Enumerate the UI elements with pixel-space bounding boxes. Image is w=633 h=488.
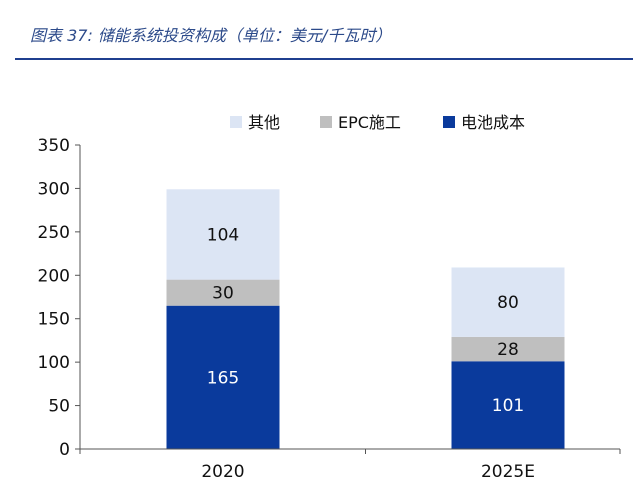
bar-segment <box>166 189 280 280</box>
legend-swatch <box>320 116 332 128</box>
data-label: 104 <box>207 225 239 245</box>
legend-swatch <box>443 116 455 128</box>
figure-title: 图表 37: 储能系统投资构成（单位：美元/千瓦时） <box>30 26 392 45</box>
data-label: 80 <box>497 293 519 313</box>
data-label: 28 <box>497 340 519 360</box>
chart-legend: 其他 EPC施工 电池成本 <box>230 113 525 132</box>
bar-segment <box>166 305 280 449</box>
y-tick-label: 300 <box>38 179 70 199</box>
bar-segment <box>451 361 565 449</box>
y-tick-label: 200 <box>38 266 70 286</box>
x-category-label: 2020 <box>201 462 244 482</box>
legend-label: 电池成本 <box>461 113 525 132</box>
bars-group: 165 30 104 101 28 80 <box>166 189 565 449</box>
y-tick-label: 350 <box>38 136 70 156</box>
bar-segment <box>166 279 280 306</box>
y-axis: 0 50 100 150 200 250 300 350 <box>38 136 81 460</box>
legend-label: 其他 <box>248 113 280 132</box>
y-tick-label: 0 <box>59 440 70 460</box>
y-tick-label: 250 <box>38 223 70 243</box>
y-tick-label: 50 <box>48 397 70 417</box>
bar-segment <box>451 336 565 362</box>
y-tick-label: 100 <box>38 353 70 373</box>
legend-label: EPC施工 <box>338 113 401 132</box>
data-label: 101 <box>492 396 524 416</box>
title-divider <box>15 58 633 60</box>
bar-segment <box>451 267 565 337</box>
data-label: 30 <box>212 284 234 304</box>
x-axis: 2020 2025E <box>79 448 621 482</box>
x-category-label: 2025E <box>481 462 535 482</box>
y-tick-label: 150 <box>38 310 70 330</box>
legend-swatch <box>230 116 242 128</box>
data-label: 165 <box>207 368 239 388</box>
